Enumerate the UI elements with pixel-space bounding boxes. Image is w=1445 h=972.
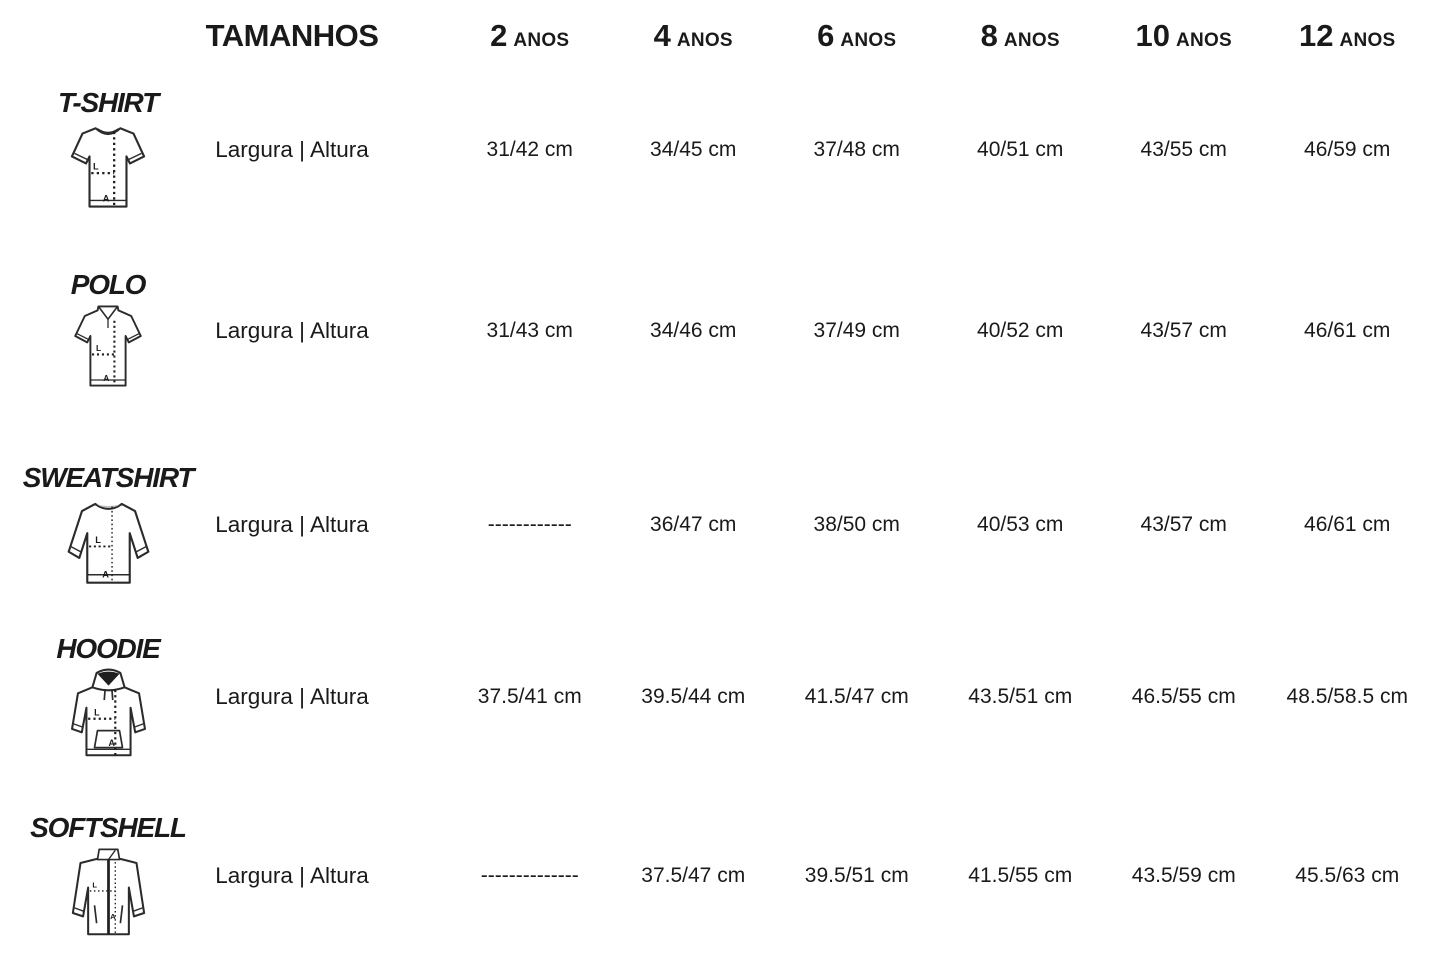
size-value: 48.5/58.5 cm — [1286, 685, 1408, 708]
size-value: 36/47 cm — [650, 513, 737, 536]
size-value: 39.5/44 cm — [641, 685, 746, 708]
size-value: 43/55 cm — [1140, 138, 1227, 161]
size-value: -------------- — [480, 864, 579, 887]
width-label: L — [94, 707, 100, 717]
age-column-header: 10 ANOS — [1102, 18, 1266, 54]
garment-name: POLO — [70, 269, 147, 300]
table-title: TAMANHOS — [205, 18, 379, 53]
height-label: A — [103, 373, 109, 383]
size-value: 43/57 cm — [1140, 319, 1227, 342]
sweatshirt-icon: L A — [67, 502, 149, 584]
table-row: SWEATSHIRT L A Largura | Altura --------… — [0, 452, 1445, 598]
size-value: 40/53 cm — [977, 513, 1064, 536]
age-unit: ANOS — [1003, 30, 1060, 51]
age-unit: ANOS — [840, 30, 897, 51]
size-value: 41.5/47 cm — [804, 685, 909, 708]
table-row: POLO L A Largura | Altura 31/43 cm 34/46… — [0, 256, 1445, 406]
height-label: A — [108, 737, 115, 747]
age-column-header: 2 ANOS — [448, 18, 612, 54]
size-value: 46/59 cm — [1304, 138, 1391, 161]
age-unit: ANOS — [676, 30, 733, 51]
size-value: 45.5/63 cm — [1295, 864, 1400, 887]
age-unit: ANOS — [513, 30, 570, 51]
age-number: 4 — [653, 18, 671, 53]
measure-label: Largura | Altura — [215, 318, 369, 343]
age-unit: ANOS — [1339, 30, 1396, 51]
softshell-jacket-icon: L A — [71, 848, 145, 935]
height-label: A — [102, 569, 109, 579]
size-value: 34/46 cm — [650, 319, 737, 342]
age-number: 6 — [817, 18, 835, 53]
table-row: T-SHIRT L A Largura | Altura 31/42 cm 34… — [0, 82, 1445, 218]
age-column-header: 4 ANOS — [612, 18, 776, 54]
size-value: 43.5/51 cm — [968, 685, 1073, 708]
size-value: 34/45 cm — [650, 138, 737, 161]
age-number: 8 — [980, 18, 998, 53]
garment-name: T-SHIRT — [58, 87, 159, 118]
width-label: L — [95, 535, 101, 545]
garment-cell: POLO L A — [0, 269, 216, 393]
width-label: L — [92, 880, 97, 889]
size-value: 37/49 cm — [813, 319, 900, 342]
size-value: 39.5/51 cm — [804, 864, 909, 887]
size-value: 37.5/41 cm — [477, 685, 582, 708]
measure-label: Largura | Altura — [215, 684, 369, 709]
garment-cell: T-SHIRT L A — [0, 87, 216, 213]
size-value: 38/50 cm — [813, 513, 900, 536]
size-value: 46.5/55 cm — [1131, 685, 1236, 708]
size-value: 46/61 cm — [1304, 319, 1391, 342]
width-label: L — [93, 162, 99, 172]
garment-name: SOFTSHELL — [30, 811, 187, 843]
size-value: 31/42 cm — [486, 138, 573, 161]
size-value: 43/57 cm — [1140, 513, 1227, 536]
table-row: HOODIE L A Largura | Altura 37.5/41 cm 3… — [0, 622, 1445, 772]
table-header-row: TAMANHOS 2 ANOS 4 ANOS 6 ANOS 8 ANOS 10 … — [0, 0, 1445, 66]
size-value: 43.5/59 cm — [1131, 864, 1236, 887]
size-value: ------------ — [487, 513, 572, 536]
age-column-header: 12 ANOS — [1266, 18, 1430, 54]
size-value: 46/61 cm — [1304, 513, 1391, 536]
age-number: 10 — [1135, 18, 1170, 53]
measure-label: Largura | Altura — [215, 863, 369, 888]
age-column-header: 6 ANOS — [775, 18, 939, 54]
width-label: L — [96, 343, 101, 353]
garment-name: SWEATSHIRT — [22, 462, 195, 493]
size-value: 40/52 cm — [977, 319, 1064, 342]
size-value: 31/43 cm — [486, 319, 573, 342]
hoodie-icon: L A — [70, 668, 146, 756]
age-number: 12 — [1298, 18, 1334, 53]
size-value: 37.5/47 cm — [641, 864, 746, 887]
garment-name: HOODIE — [56, 632, 160, 664]
size-value: 37/48 cm — [813, 138, 900, 161]
age-number: 2 — [490, 18, 508, 53]
garment-cell: HOODIE L A — [0, 633, 216, 762]
size-value: 41.5/55 cm — [968, 864, 1073, 887]
tshirt-icon: L A — [70, 127, 146, 208]
size-value: 40/51 cm — [977, 138, 1064, 161]
garment-cell: SWEATSHIRT L A — [0, 462, 216, 588]
table-row: SOFTSHELL L A Largura | Altura ---------… — [0, 800, 1445, 952]
age-unit: ANOS — [1175, 30, 1233, 51]
garment-cell: SOFTSHELL L A — [0, 812, 216, 941]
polo-shirt-icon: L A — [74, 305, 142, 387]
age-column-header: 8 ANOS — [939, 18, 1103, 54]
height-label: A — [103, 193, 110, 203]
height-label: A — [110, 911, 116, 920]
measure-label: Largura | Altura — [215, 137, 369, 162]
measure-label: Largura | Altura — [215, 512, 369, 537]
